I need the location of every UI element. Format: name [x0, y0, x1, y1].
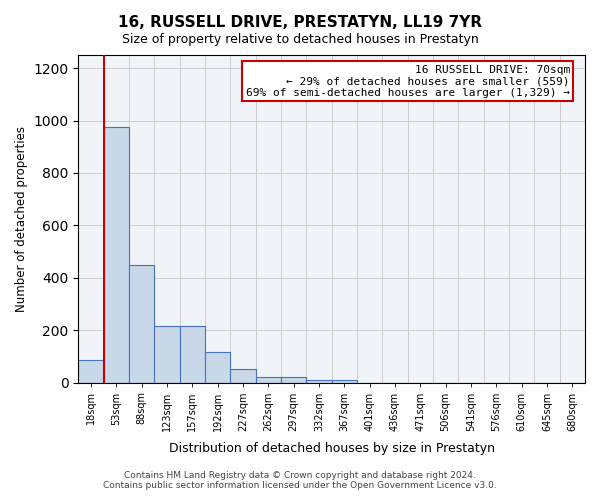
Y-axis label: Number of detached properties: Number of detached properties	[15, 126, 28, 312]
Bar	[129, 264, 154, 382]
Text: Size of property relative to detached houses in Prestatyn: Size of property relative to detached ho…	[122, 32, 478, 46]
Text: 16, RUSSELL DRIVE, PRESTATYN, LL19 7YR: 16, RUSSELL DRIVE, PRESTATYN, LL19 7YR	[118, 15, 482, 30]
Bar	[104, 127, 129, 382]
Bar	[154, 326, 180, 382]
Bar	[205, 352, 230, 382]
Text: Contains HM Land Registry data © Crown copyright and database right 2024.
Contai: Contains HM Land Registry data © Crown c…	[103, 470, 497, 490]
Text: 16 RUSSELL DRIVE: 70sqm
← 29% of detached houses are smaller (559)
69% of semi-d: 16 RUSSELL DRIVE: 70sqm ← 29% of detache…	[246, 65, 570, 98]
Bar	[332, 380, 357, 382]
Bar	[230, 370, 256, 382]
Bar	[281, 378, 307, 382]
Bar	[307, 380, 332, 382]
X-axis label: Distribution of detached houses by size in Prestatyn: Distribution of detached houses by size …	[169, 442, 495, 455]
Bar	[256, 378, 281, 382]
Bar	[180, 326, 205, 382]
Bar	[79, 360, 104, 382]
